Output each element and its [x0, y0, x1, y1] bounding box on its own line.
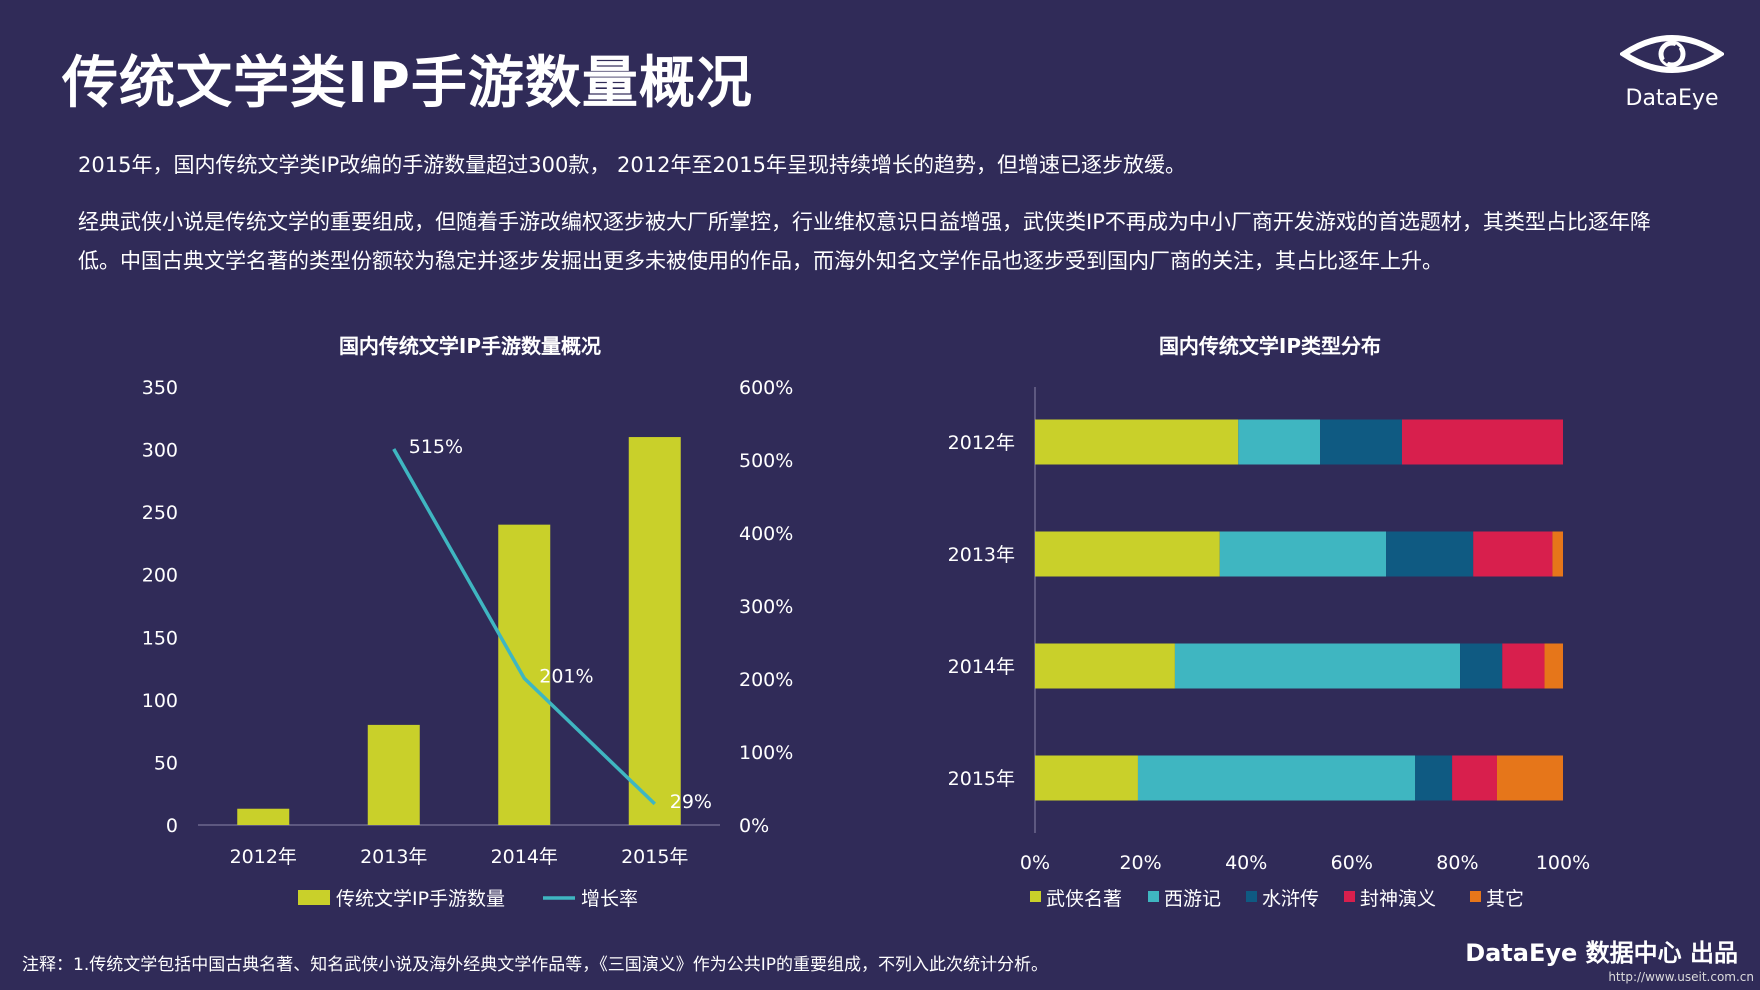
stack-segment [1035, 643, 1175, 689]
data-label: 515% [409, 436, 463, 458]
legend-label: 增长率 [581, 888, 638, 910]
ip-count-chart: 0 50 100 150 200 250 300 350 0% 100% 200% 300% 400% 5… [142, 377, 794, 910]
legend-label: 西游记 [1164, 888, 1221, 910]
stack-segment [1415, 755, 1453, 801]
data-label: 29% [670, 791, 712, 813]
legend-label: 其它 [1486, 888, 1524, 910]
y-tick-label: 150 [142, 627, 178, 649]
y2-tick-label: 300% [739, 596, 793, 618]
y-tick-label: 300 [142, 440, 178, 462]
y2-tick-label: 200% [739, 669, 793, 691]
logo-text: DataEye [1625, 86, 1719, 111]
legend-label: 封神演义 [1360, 888, 1436, 910]
intro-paragraph-1: 2015年，国内传统文学类IP改编的手游数量超过300款， 2012年至2015… [78, 153, 1186, 177]
x-tick-label: 40% [1225, 852, 1267, 874]
eye-logo-icon [1618, 35, 1726, 73]
stack-segment [1035, 531, 1220, 577]
stack-segment [1460, 643, 1503, 689]
stack-segment [1137, 755, 1416, 801]
ip-type-chart: 2012年 2013年 2014年 2015年 0% 20% 40% 60% 80% 100% 武侠… [948, 387, 1590, 910]
y-tick-label: 350 [142, 377, 178, 399]
stack-segment [1174, 643, 1461, 689]
y-tick-label: 250 [142, 502, 178, 524]
legend-swatch [1246, 891, 1257, 902]
y2-tick-label: 400% [739, 523, 793, 545]
y-tick-label: 50 [154, 752, 178, 774]
y-tick-label: 100 [142, 690, 178, 712]
stack-segment [1238, 419, 1321, 465]
stack-segment [1502, 643, 1545, 689]
y-tick-label: 2012年 [948, 432, 1015, 454]
stack-segment [1401, 419, 1563, 465]
y-tick-label: 200 [142, 565, 178, 587]
stacked-chart-title: 国内传统文学IP类型分布 [1158, 334, 1382, 358]
bar-chart-title: 国内传统文学IP手游数量概况 [338, 334, 602, 358]
data-label: 201% [539, 665, 593, 687]
legend-label: 传统文学IP手游数量 [336, 888, 505, 910]
bar [237, 808, 290, 825]
stack-segment [1035, 755, 1138, 801]
stack-segment [1452, 755, 1497, 801]
legend-swatch [1148, 891, 1159, 902]
x-tick-label: 20% [1119, 852, 1161, 874]
page-title: 传统文学类IP手游数量概况 [62, 51, 753, 116]
legend-swatch [1344, 891, 1355, 902]
y-tick-label: 2013年 [948, 544, 1015, 566]
legend-swatch [298, 890, 330, 905]
footnote: 注释：1.传统文学包括中国古典名著、知名武侠小说及海外经典文学作品等，《三国演义… [22, 955, 1048, 975]
x-tick-label: 2014年 [491, 846, 558, 868]
stack-segment [1544, 643, 1563, 689]
y2-tick-label: 0% [739, 815, 769, 837]
y-tick-label: 2014年 [948, 656, 1015, 678]
legend-swatch [1030, 891, 1041, 902]
stack-segment [1497, 755, 1563, 801]
y2-tick-label: 600% [739, 377, 793, 399]
stack-segment [1035, 419, 1239, 465]
intro-paragraph-2: 经典武侠小说是传统文学的重要组成，但随着手游改编权逐步被大厂所掌控，行业维权意识… [78, 210, 1651, 273]
y-tick-label: 0 [166, 815, 178, 837]
y-tick-label: 2015年 [948, 768, 1015, 790]
y2-tick-label: 100% [739, 742, 793, 764]
stack-segment [1552, 531, 1563, 577]
stack-segment [1473, 531, 1553, 577]
x-tick-label: 60% [1331, 852, 1373, 874]
stack-segment [1219, 531, 1387, 577]
y2-tick-label: 500% [739, 450, 793, 472]
stack-segment [1386, 531, 1474, 577]
stack-segment [1320, 419, 1402, 465]
legend-swatch [1470, 891, 1481, 902]
growth-line [392, 448, 656, 806]
bar [367, 724, 420, 825]
x-tick-label: 0% [1020, 852, 1050, 874]
legend-label: 武侠名著 [1046, 888, 1122, 910]
footer-credit: DataEye 数据中心 出品 [1465, 939, 1738, 967]
x-tick-label: 100% [1536, 852, 1590, 874]
x-tick-label: 2015年 [621, 846, 688, 868]
dataeye-logo: DataEye [1612, 28, 1732, 111]
x-tick-label: 2012年 [230, 846, 297, 868]
legend-label: 水浒传 [1262, 888, 1319, 910]
source-url: http://www.useit.com.cn [1608, 970, 1754, 984]
x-tick-label: 80% [1436, 852, 1478, 874]
bar [628, 437, 681, 825]
x-tick-label: 2013年 [360, 846, 427, 868]
